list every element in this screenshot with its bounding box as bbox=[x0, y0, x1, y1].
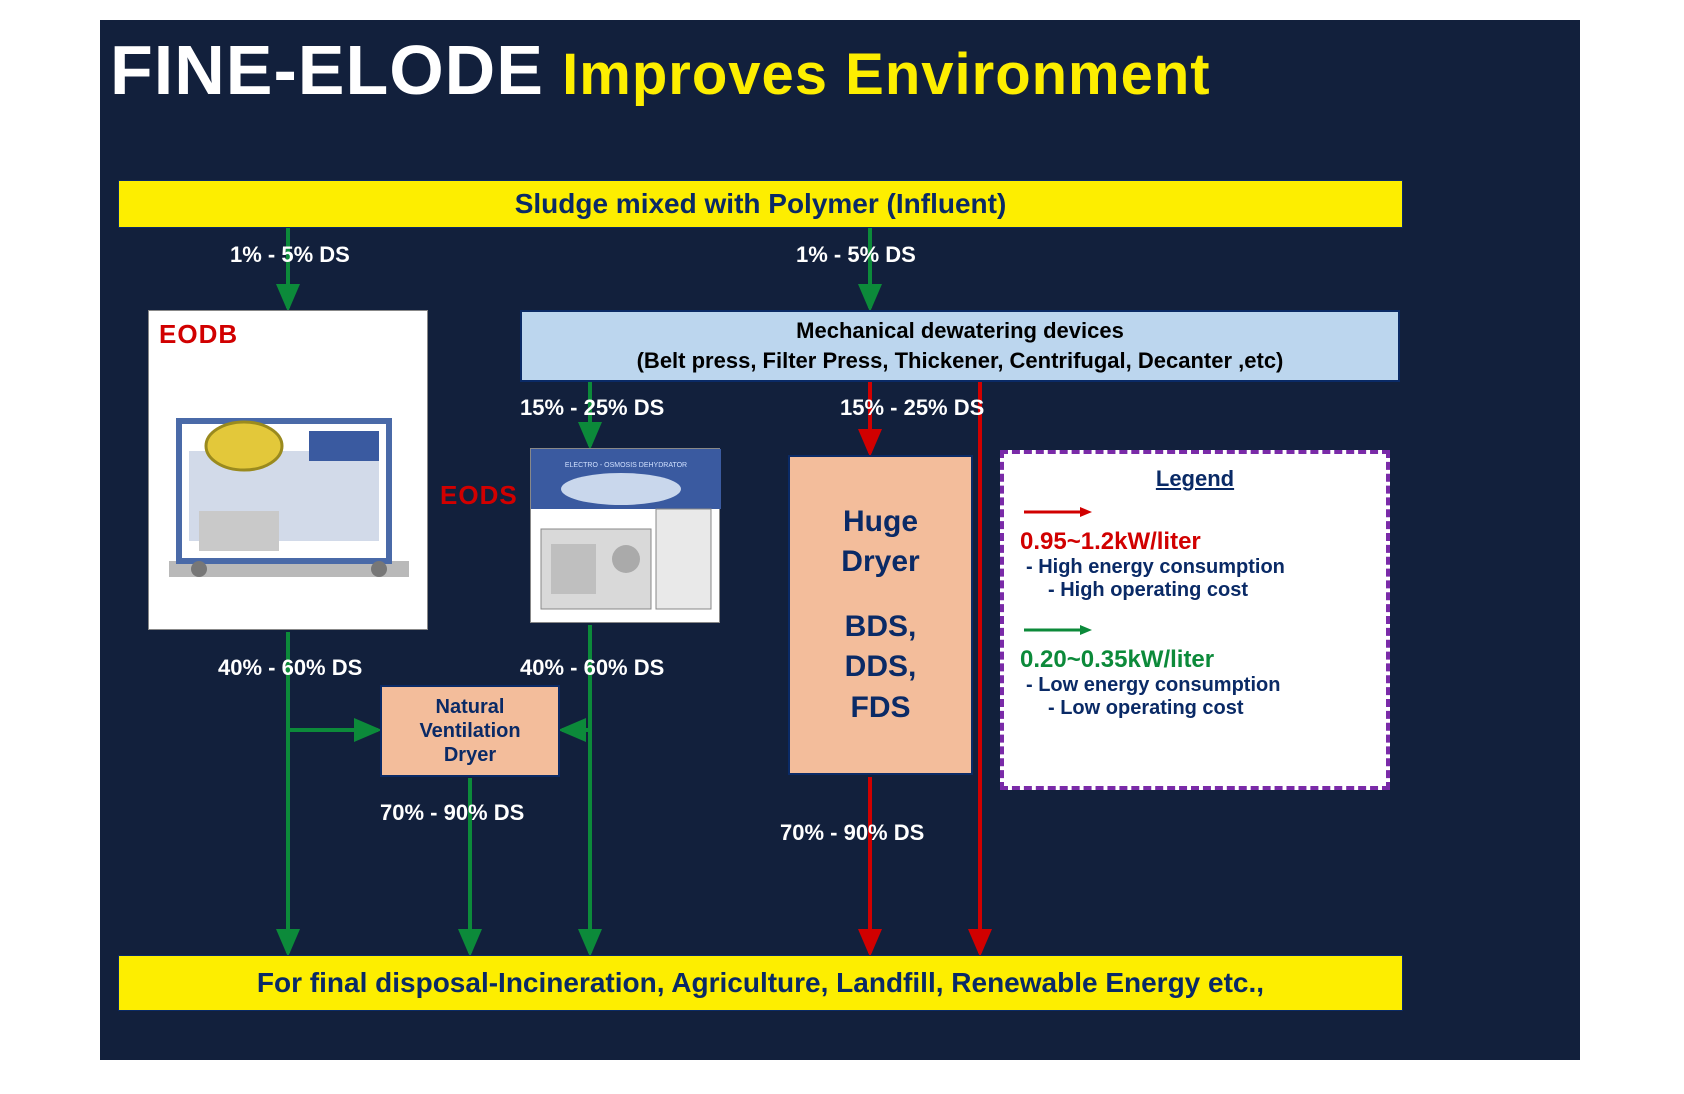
legend-title: Legend bbox=[1020, 466, 1370, 492]
eods-machine-icon: ELECTRO - OSMOSIS DEHYDRATOR bbox=[531, 449, 721, 624]
huge-l3: BDS, bbox=[845, 607, 917, 648]
banner-disposal-text: For final disposal-Incineration, Agricul… bbox=[257, 967, 1264, 999]
huge-l4: DDS, bbox=[845, 647, 917, 688]
svg-text:ELECTRO - OSMOSIS DEHYDRATOR: ELECTRO - OSMOSIS DEHYDRATOR bbox=[565, 462, 687, 469]
eods-photo: ELECTRO - OSMOSIS DEHYDRATOR bbox=[530, 448, 720, 623]
legend-red-arrow-icon bbox=[1020, 502, 1100, 522]
mech-line1: Mechanical dewatering devices bbox=[796, 316, 1124, 346]
ds-eods-in: 15% - 25% DS bbox=[520, 395, 664, 421]
title-primary: FINE-ELODE bbox=[110, 31, 544, 109]
banner-influent: Sludge mixed with Polymer (Influent) bbox=[118, 180, 1403, 228]
legend-green-arrow-icon bbox=[1020, 620, 1100, 640]
nvd-l3: Dryer bbox=[444, 743, 496, 767]
huge-l5: FDS bbox=[851, 688, 911, 729]
eodb-label: EODB bbox=[159, 319, 238, 350]
legend-red-b1: - High energy consumption bbox=[1026, 556, 1370, 579]
legend-green-kw: 0.20~0.35kW/liter bbox=[1020, 646, 1370, 674]
ds-nvd-out: 70% - 90% DS bbox=[380, 800, 524, 826]
mechanical-dewatering-box: Mechanical dewatering devices (Belt pres… bbox=[520, 310, 1400, 382]
eodb-machine-icon bbox=[159, 361, 419, 621]
ds-huge-in: 15% - 25% DS bbox=[840, 395, 984, 421]
nvd-l1: Natural bbox=[436, 695, 505, 719]
ds-eodb-out: 40% - 60% DS bbox=[218, 655, 362, 681]
huge-l2: Dryer bbox=[841, 542, 919, 583]
legend-box: Legend 0.95~1.2kW/liter - High energy co… bbox=[1000, 450, 1390, 790]
eods-label: EODS bbox=[440, 480, 518, 511]
legend-red-kw: 0.95~1.2kW/liter bbox=[1020, 528, 1370, 556]
banner-disposal: For final disposal-Incineration, Agricul… bbox=[118, 955, 1403, 1011]
natural-ventilation-dryer-box: Natural Ventilation Dryer bbox=[380, 685, 560, 777]
ds-huge-out: 70% - 90% DS bbox=[780, 820, 924, 846]
ds-in-left: 1% - 5% DS bbox=[230, 242, 350, 268]
legend-red-b2: - High operating cost bbox=[1048, 579, 1370, 602]
eodb-photo: EODB bbox=[148, 310, 428, 630]
title-secondary: Improves Environment bbox=[562, 42, 1210, 107]
huge-l1: Huge bbox=[843, 502, 918, 543]
mech-line2: (Belt press, Filter Press, Thickener, Ce… bbox=[637, 346, 1284, 376]
ds-in-right: 1% - 5% DS bbox=[796, 242, 916, 268]
ds-eods-out: 40% - 60% DS bbox=[520, 655, 664, 681]
slide: FINE-ELODE Improves Environment Sludge m… bbox=[100, 20, 1580, 1060]
banner-influent-text: Sludge mixed with Polymer (Influent) bbox=[515, 188, 1007, 220]
legend-green-b1: - Low energy consumption bbox=[1026, 674, 1370, 697]
huge-dryer-box: Huge Dryer BDS, DDS, FDS bbox=[788, 455, 973, 775]
title-row: FINE-ELODE Improves Environment bbox=[110, 30, 1570, 110]
nvd-l2: Ventilation bbox=[419, 719, 520, 743]
legend-green-b2: - Low operating cost bbox=[1048, 697, 1370, 720]
